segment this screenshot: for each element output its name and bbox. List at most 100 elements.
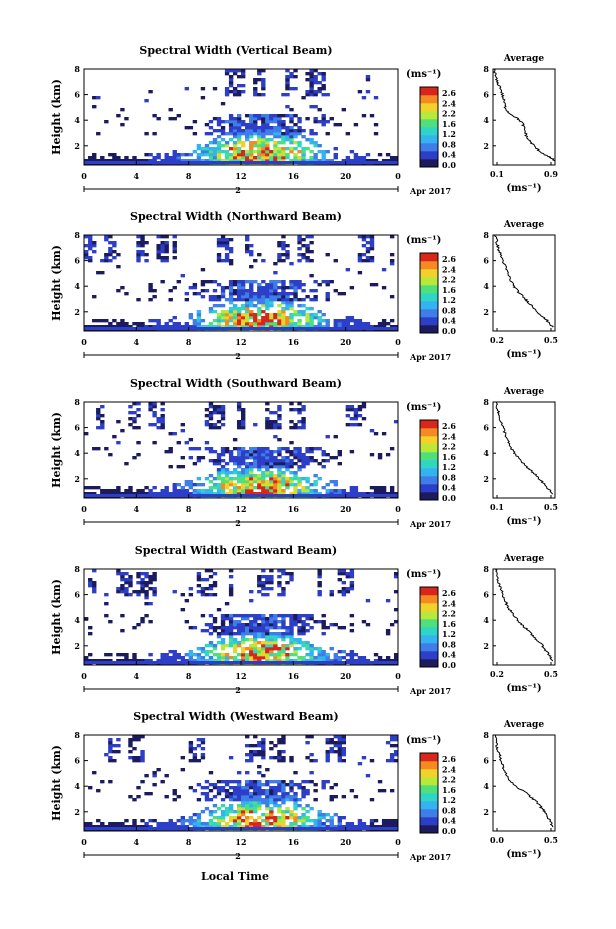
y-tick-label: 2 [74,807,80,817]
heatmap-cell [220,159,226,163]
heatmap-cell [228,804,234,808]
heatmap-cell [313,295,318,299]
heatmap-cell [132,656,137,660]
heatmap-cell [96,271,101,275]
heatmap-cell [261,123,266,127]
heatmap-cell [297,259,302,263]
heatmap-cell [160,417,165,421]
heatmap-cell [389,753,395,757]
heatmap-cell [289,150,294,154]
heatmap-cell [180,153,185,157]
heatmap-cell [204,569,210,573]
heatmap-cell [297,632,302,636]
heatmap-cell [257,804,262,808]
colorbar-tick-label: 2.4 [442,264,456,274]
heatmap-cell [257,590,262,594]
heatmap-cell [277,423,282,427]
heatmap-cell [285,480,290,484]
heatmap-cell [305,623,310,627]
heatmap-cell [349,822,355,826]
heatmap-cell [168,289,173,293]
heatmap-cell [241,489,246,493]
heatmap-cell [313,819,318,823]
heatmap-cell [277,256,282,260]
heatmap-cell [269,325,274,329]
heatmap-cell [337,816,342,820]
date-marker: 2 [235,351,241,361]
heatmap-cell [200,319,206,323]
heatmap-cell [116,738,121,742]
heatmap-cell [273,147,278,151]
heatmap-cell [241,90,246,94]
heatmap-cell [389,486,395,490]
heatmap-cell [269,632,274,636]
heatmap-cell [172,150,177,154]
heatmap-cell [373,486,379,490]
heatmap-cell [257,153,262,157]
heatmap-cell [136,575,141,579]
heatmap-cell [188,447,194,451]
heatmap-cell [349,656,355,660]
colorbar-tick-label: 1.6 [442,119,456,129]
heatmap-cell [236,313,242,317]
heatmap-cell [96,789,101,793]
heatmap-cell [156,156,161,160]
heatmap-cell [329,489,334,493]
heatmap-cell [265,489,270,493]
heatmap-cell [124,653,129,657]
heatmap-cell [261,626,266,630]
heatmap-cell [285,147,290,151]
heatmap-cell [241,75,246,79]
heatmap-cell [160,426,165,430]
heatmap-cell [204,150,210,154]
colorbar-tick-label: 1.2 [442,462,456,472]
heatmap-cell [257,292,262,296]
heatmap-cell [349,423,355,427]
heatmap-cell [249,599,254,603]
heatmap-cell [341,759,347,763]
heatmap-cell [253,144,258,148]
heatmap-cell [220,150,226,154]
heatmap-cell [200,489,206,493]
heatmap-cell [361,159,367,163]
heatmap-cell [88,256,93,260]
heatmap-cell [132,322,137,326]
heatmap-cell [228,84,234,88]
heatmap-cell [140,750,145,754]
heatmap-cell [265,792,270,796]
heatmap-cell [309,274,314,278]
colorbar-segment [420,801,438,810]
heatmap-cell [257,741,262,745]
heatmap-cell [265,456,270,460]
heatmap-cell [269,411,274,415]
heatmap-cell [337,819,342,823]
heatmap-cell [293,492,298,496]
heatmap-cell [373,492,379,496]
heatmap-cell [289,623,294,627]
heatmap-cell [100,423,105,427]
heatmap-cell [357,159,363,163]
heatmap-cell [257,459,262,463]
heatmap-cell [301,656,306,660]
heatmap-cell [104,489,109,493]
heatmap-cell [232,325,238,329]
heatmap-cell [393,822,399,826]
heatmap-cell [245,617,250,621]
x-tick-label: 8 [186,504,192,514]
heatmap-cell [337,747,342,751]
heatmap-cell [124,492,129,496]
heatmap-cell [281,653,286,657]
heatmap-cell [265,641,270,645]
heatmap-cell [108,741,113,745]
heatmap-cell [357,492,363,496]
heatmap-cell [253,810,258,814]
profile-x-tick-label: 0.5 [544,669,558,679]
heatmap-cell [369,759,375,763]
heatmap-cell [281,93,286,97]
heatmap-cell [249,135,254,139]
x-tick-label: 12 [235,837,246,847]
heatmap-cell [285,126,290,130]
heatmap-cell [156,426,161,430]
heatmap-cell [353,417,359,421]
